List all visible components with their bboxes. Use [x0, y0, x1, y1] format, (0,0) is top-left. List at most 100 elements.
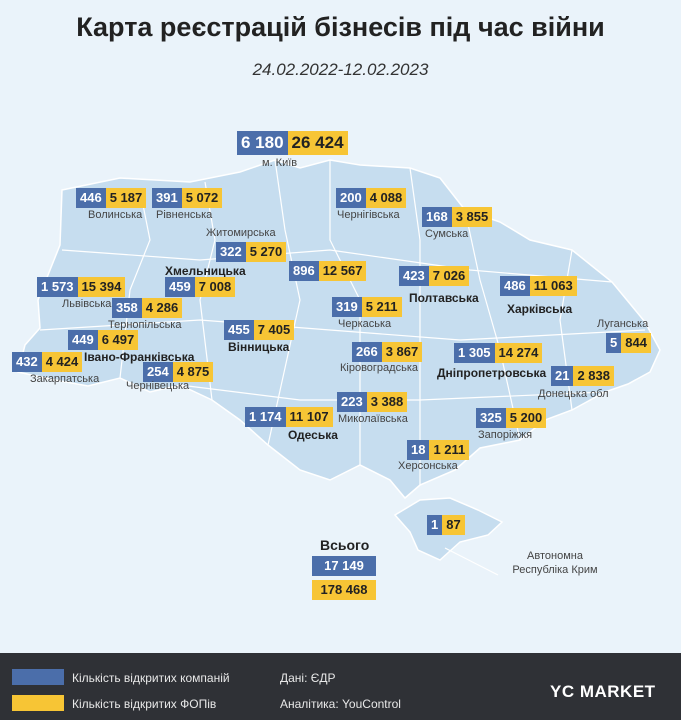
- companies-count: 223: [337, 392, 367, 412]
- region-chernivtsi: 254 4 875: [143, 362, 214, 382]
- region-label-sumy: Сумська: [425, 228, 469, 240]
- region-odesa: 1 174 11 107: [245, 407, 333, 427]
- region-khmelnytskyi: 459 7 008: [165, 277, 236, 297]
- fops-count: 4 875: [172, 362, 214, 382]
- companies-count: 446: [76, 188, 106, 208]
- fops-count: 26 424: [287, 131, 348, 155]
- companies-count: 6 180: [237, 131, 288, 155]
- region-label-donetsk: Донецька обл: [538, 388, 609, 400]
- total-fops: 178 468: [312, 580, 376, 600]
- companies-count: 358: [112, 298, 142, 318]
- fops-count: 11 107: [285, 407, 333, 427]
- companies-count: 459: [165, 277, 195, 297]
- companies-count: 1 305: [454, 343, 495, 363]
- companies-count: 432: [12, 352, 42, 372]
- fops-count: 844: [621, 333, 651, 353]
- analytics-source: Аналітика: YouControl: [280, 697, 401, 711]
- region-label-ivano-frankivsk: Івано-Франківська: [84, 350, 195, 364]
- fops-count: 4 286: [141, 298, 183, 318]
- companies-count: 1 573: [37, 277, 78, 297]
- companies-count: 391: [152, 188, 182, 208]
- companies-count: 319: [332, 297, 362, 317]
- region-label-khmelnytskyi: Хмельницька: [165, 264, 246, 278]
- companies-count: 21: [551, 366, 574, 386]
- data-source: Дані: ЄДР: [280, 671, 336, 685]
- region-label-crimea: Автономна Республіка Крим: [512, 550, 598, 576]
- fops-count: 4 424: [41, 352, 83, 372]
- region-luhansk: 5 844: [606, 333, 651, 353]
- region-label-kharkiv: Харківська: [507, 302, 573, 316]
- region-lviv: 1 573 15 394: [37, 277, 126, 297]
- companies-count: 896: [289, 261, 319, 281]
- fops-count: 6 497: [97, 330, 139, 350]
- fops-count: 3 867: [381, 342, 423, 362]
- region-label-zhytomyr: Житомирська: [206, 227, 276, 239]
- region-sumy: 168 3 855: [422, 207, 493, 227]
- legend-fops-label: Кількість відкритих ФОПів: [72, 697, 217, 711]
- brand-logo: YC MARKET: [550, 682, 656, 701]
- region-poltava: 423 7 026: [399, 266, 470, 286]
- region-zaporizhzhia: 325 5 200: [476, 408, 547, 428]
- fops-count: 2 838: [573, 366, 615, 386]
- region-label-dnipro: Дніпропетровська: [437, 366, 547, 380]
- region-cherkasy: 319 5 211: [332, 297, 402, 317]
- region-label-mykolaiv: Миколаївська: [338, 413, 408, 425]
- region-label-volyn: Волинська: [88, 209, 143, 221]
- fops-count: 1 211: [429, 440, 470, 460]
- region-mykolaiv: 223 3 388: [337, 392, 408, 412]
- region-label-ternopil: Тернопільська: [108, 319, 182, 331]
- companies-count: 455: [224, 320, 254, 340]
- page-title: Карта реєстрацій бізнесів під час війни: [76, 12, 605, 42]
- region-label-lviv: Львівська: [62, 298, 112, 310]
- companies-count: 168: [422, 207, 452, 227]
- region-kharkiv: 486 11 063: [500, 276, 577, 296]
- companies-count: 5: [606, 333, 622, 353]
- legend-companies-swatch: [12, 669, 64, 685]
- region-label-kherson: Херсонська: [398, 460, 458, 472]
- region-label-kirovohrad: Кіровоградська: [340, 362, 418, 374]
- fops-count: 5 072: [181, 188, 223, 208]
- region-label-rivne: Рівненська: [156, 209, 213, 221]
- region-crimea: 1 87: [427, 515, 465, 535]
- legend-companies-label: Кількість відкритих компаній: [72, 671, 230, 685]
- companies-count: 423: [399, 266, 429, 286]
- region-kirovohrad: 266 3 867: [352, 342, 423, 362]
- region-chernihiv: 200 4 088: [336, 188, 407, 208]
- fops-count: 5 270: [245, 242, 287, 262]
- legend-fops-swatch: [12, 695, 64, 711]
- companies-count: 322: [216, 242, 246, 262]
- fops-count: 14 274: [494, 343, 543, 363]
- companies-count: 266: [352, 342, 382, 362]
- region-label-kyiv: м. Київ: [262, 157, 298, 169]
- region-rivne: 391 5 072: [152, 188, 223, 208]
- region-ivano-frankivsk: 449 6 497: [68, 330, 139, 350]
- fops-count: 5 211: [361, 297, 402, 317]
- region-kyiv-oblast: 896 12 567: [289, 261, 367, 281]
- fops-count: 3 855: [451, 207, 493, 227]
- region-ternopil: 358 4 286: [112, 298, 183, 318]
- region-label-poltava: Полтавська: [409, 291, 479, 305]
- companies-count: 1: [427, 515, 443, 535]
- fops-count: 5 187: [105, 188, 147, 208]
- companies-count: 449: [68, 330, 98, 350]
- companies-count: 486: [500, 276, 530, 296]
- fops-count: 11 063: [529, 276, 577, 296]
- region-zhytomyr: 322 5 270: [216, 242, 287, 262]
- region-label-odesa: Одеська: [288, 428, 338, 442]
- region-dnipro: 1 305 14 274: [454, 343, 543, 363]
- footer: Кількість відкритих компаній Кількість в…: [0, 653, 681, 720]
- companies-count: 18: [407, 440, 430, 460]
- region-label-zaporizhzhia: Запоріжжя: [478, 429, 533, 441]
- total-companies: 17 149: [312, 556, 376, 576]
- companies-count: 200: [336, 188, 366, 208]
- fops-count: 3 388: [366, 392, 408, 412]
- total-label: Всього: [320, 537, 370, 553]
- region-label-zakarpattia: Закарпатська: [30, 373, 100, 385]
- fops-count: 12 567: [318, 261, 367, 281]
- companies-count: 1 174: [245, 407, 286, 427]
- region-kherson: 18 1 211: [407, 440, 470, 460]
- region-volyn: 446 5 187: [76, 188, 147, 208]
- companies-count: 325: [476, 408, 506, 428]
- region-vinnytsia: 455 7 405: [224, 320, 295, 340]
- fops-count: 87: [442, 515, 465, 535]
